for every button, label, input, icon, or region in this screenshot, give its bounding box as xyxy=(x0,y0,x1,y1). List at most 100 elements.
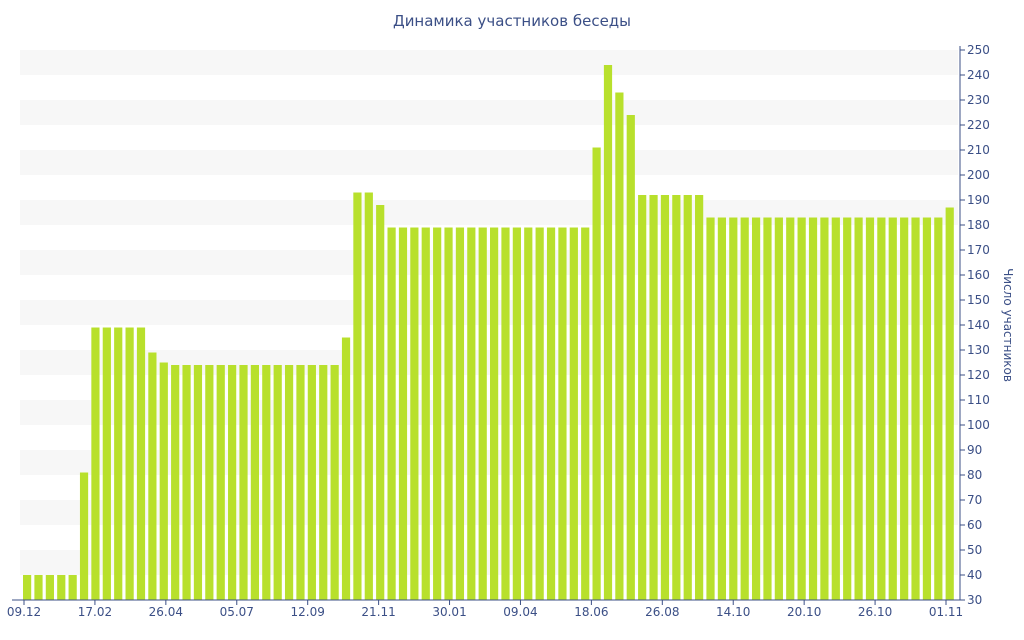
y-tick-label: 100 xyxy=(967,418,990,432)
y-tick-label: 60 xyxy=(967,518,982,532)
bar xyxy=(695,195,704,600)
y-tick-label: 250 xyxy=(967,43,990,57)
bar xyxy=(182,365,191,600)
y-tick-label: 150 xyxy=(967,293,990,307)
bar xyxy=(45,575,54,600)
bar xyxy=(797,217,806,600)
bar xyxy=(729,217,738,600)
bar xyxy=(888,217,897,600)
y-tick-label: 120 xyxy=(967,368,990,382)
chart-title: Динамика участников беседы xyxy=(392,12,632,30)
grid-band xyxy=(20,200,958,225)
bar xyxy=(660,195,670,600)
bar xyxy=(774,217,783,600)
bar xyxy=(307,365,316,600)
grid-band xyxy=(20,300,958,325)
bar xyxy=(216,365,225,600)
bar xyxy=(421,227,430,600)
bar xyxy=(478,227,487,600)
bar xyxy=(763,217,772,600)
bar xyxy=(786,217,795,600)
y-tick-label: 140 xyxy=(967,318,990,332)
bar xyxy=(398,227,408,600)
bar xyxy=(626,115,635,600)
bar xyxy=(569,227,578,600)
grid-band xyxy=(20,150,958,175)
bar xyxy=(364,192,373,600)
bar xyxy=(751,217,761,600)
y-tick-label: 80 xyxy=(967,468,982,482)
grid-band xyxy=(20,50,958,75)
bar xyxy=(148,352,157,600)
bar xyxy=(638,195,647,600)
bar xyxy=(228,365,237,600)
bar xyxy=(91,327,100,600)
bar xyxy=(683,195,692,600)
bar xyxy=(262,365,271,600)
bar xyxy=(603,65,613,600)
x-tick-label: 17.02 xyxy=(78,605,112,619)
bar xyxy=(649,195,658,600)
bar xyxy=(171,365,180,600)
bar xyxy=(353,192,362,600)
bar xyxy=(922,217,932,600)
bar xyxy=(535,227,544,600)
x-tick-label: 09.04 xyxy=(503,605,537,619)
bar xyxy=(615,92,624,600)
bar xyxy=(672,195,681,600)
bar xyxy=(330,365,339,600)
bar xyxy=(808,217,818,600)
bar xyxy=(581,227,590,600)
y-tick-label: 50 xyxy=(967,543,982,557)
bar xyxy=(68,575,77,600)
x-tick-label: 05.07 xyxy=(220,605,254,619)
y-tick-label: 30 xyxy=(967,593,982,607)
bar xyxy=(820,217,829,600)
bar xyxy=(296,365,305,600)
x-tick-label: 14.10 xyxy=(716,605,750,619)
x-tick-label: 18.06 xyxy=(574,605,608,619)
grid-band xyxy=(20,100,958,125)
y-tick-label: 170 xyxy=(967,243,990,257)
bar xyxy=(911,217,920,600)
bar xyxy=(79,472,89,600)
bar xyxy=(159,362,168,600)
bar xyxy=(706,217,715,600)
bar xyxy=(934,217,943,600)
bar xyxy=(467,227,476,600)
x-tick-label: 01.11 xyxy=(929,605,963,619)
bar xyxy=(23,575,32,600)
bar xyxy=(102,327,111,600)
y-tick-label: 230 xyxy=(967,93,990,107)
y-tick-label: 130 xyxy=(967,343,990,357)
bar xyxy=(57,575,66,600)
bar xyxy=(284,365,294,600)
x-tick-label: 12.09 xyxy=(291,605,325,619)
x-tick-label: 09.12 xyxy=(7,605,41,619)
bar xyxy=(945,207,954,600)
bar xyxy=(433,227,442,600)
x-tick-label: 26.04 xyxy=(149,605,183,619)
y-tick-label: 220 xyxy=(967,118,990,132)
y-tick-label: 210 xyxy=(967,143,990,157)
bar xyxy=(900,217,909,600)
bar xyxy=(376,205,385,600)
bar xyxy=(501,227,510,600)
y-tick-label: 90 xyxy=(967,443,982,457)
y-tick-label: 180 xyxy=(967,218,990,232)
y-tick-label: 70 xyxy=(967,493,982,507)
bar xyxy=(877,217,886,600)
bar xyxy=(239,365,248,600)
y-tick-label: 160 xyxy=(967,268,990,282)
bar xyxy=(387,227,396,600)
bar xyxy=(455,227,465,600)
y-axis-title: Число участников xyxy=(1001,268,1015,382)
bar xyxy=(136,327,146,600)
x-tick-label: 21.11 xyxy=(361,605,395,619)
x-tick-label: 20.10 xyxy=(787,605,821,619)
bar xyxy=(524,227,533,600)
y-tick-label: 240 xyxy=(967,68,990,82)
bar xyxy=(740,217,749,600)
